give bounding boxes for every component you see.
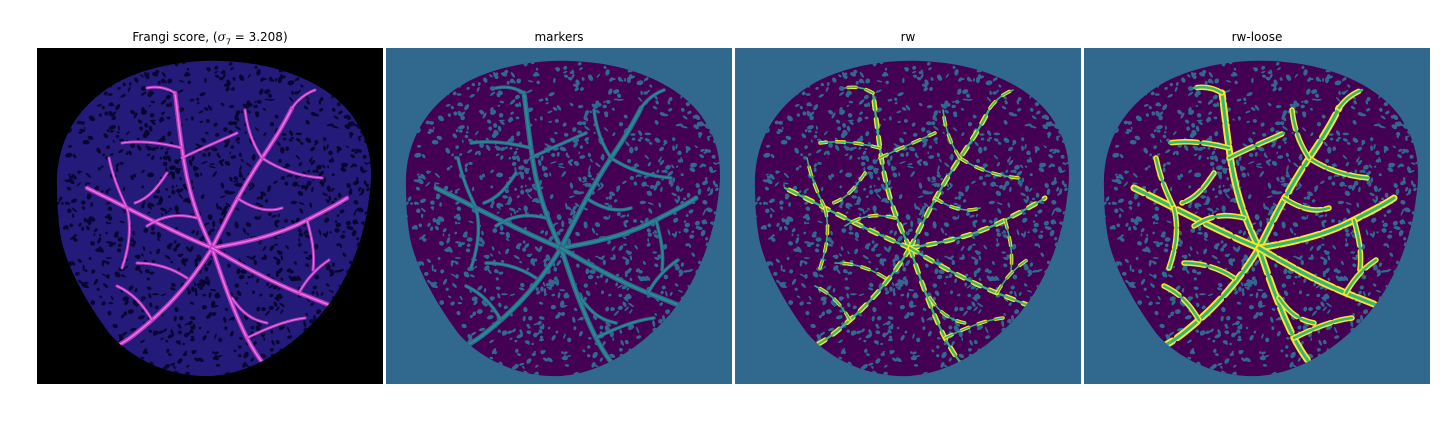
rw-loose-image bbox=[1084, 48, 1430, 384]
rw-image bbox=[735, 48, 1081, 384]
panel-title-markers: markers bbox=[534, 30, 584, 44]
markers-image bbox=[386, 48, 732, 384]
image-panel-rw-loose bbox=[1084, 48, 1430, 384]
panel-title-rw-loose: rw-loose bbox=[1231, 30, 1283, 44]
panel-title-rw: rw bbox=[900, 30, 916, 44]
image-panel-frangi bbox=[37, 48, 383, 384]
image-panel-markers bbox=[386, 48, 732, 384]
image-panel-rw bbox=[735, 48, 1081, 384]
frangi-score-image bbox=[37, 48, 383, 384]
panel-title-frangi: Frangi score, (σ7 = 3.208) bbox=[132, 30, 288, 47]
vessel-network bbox=[1130, 84, 1398, 374]
